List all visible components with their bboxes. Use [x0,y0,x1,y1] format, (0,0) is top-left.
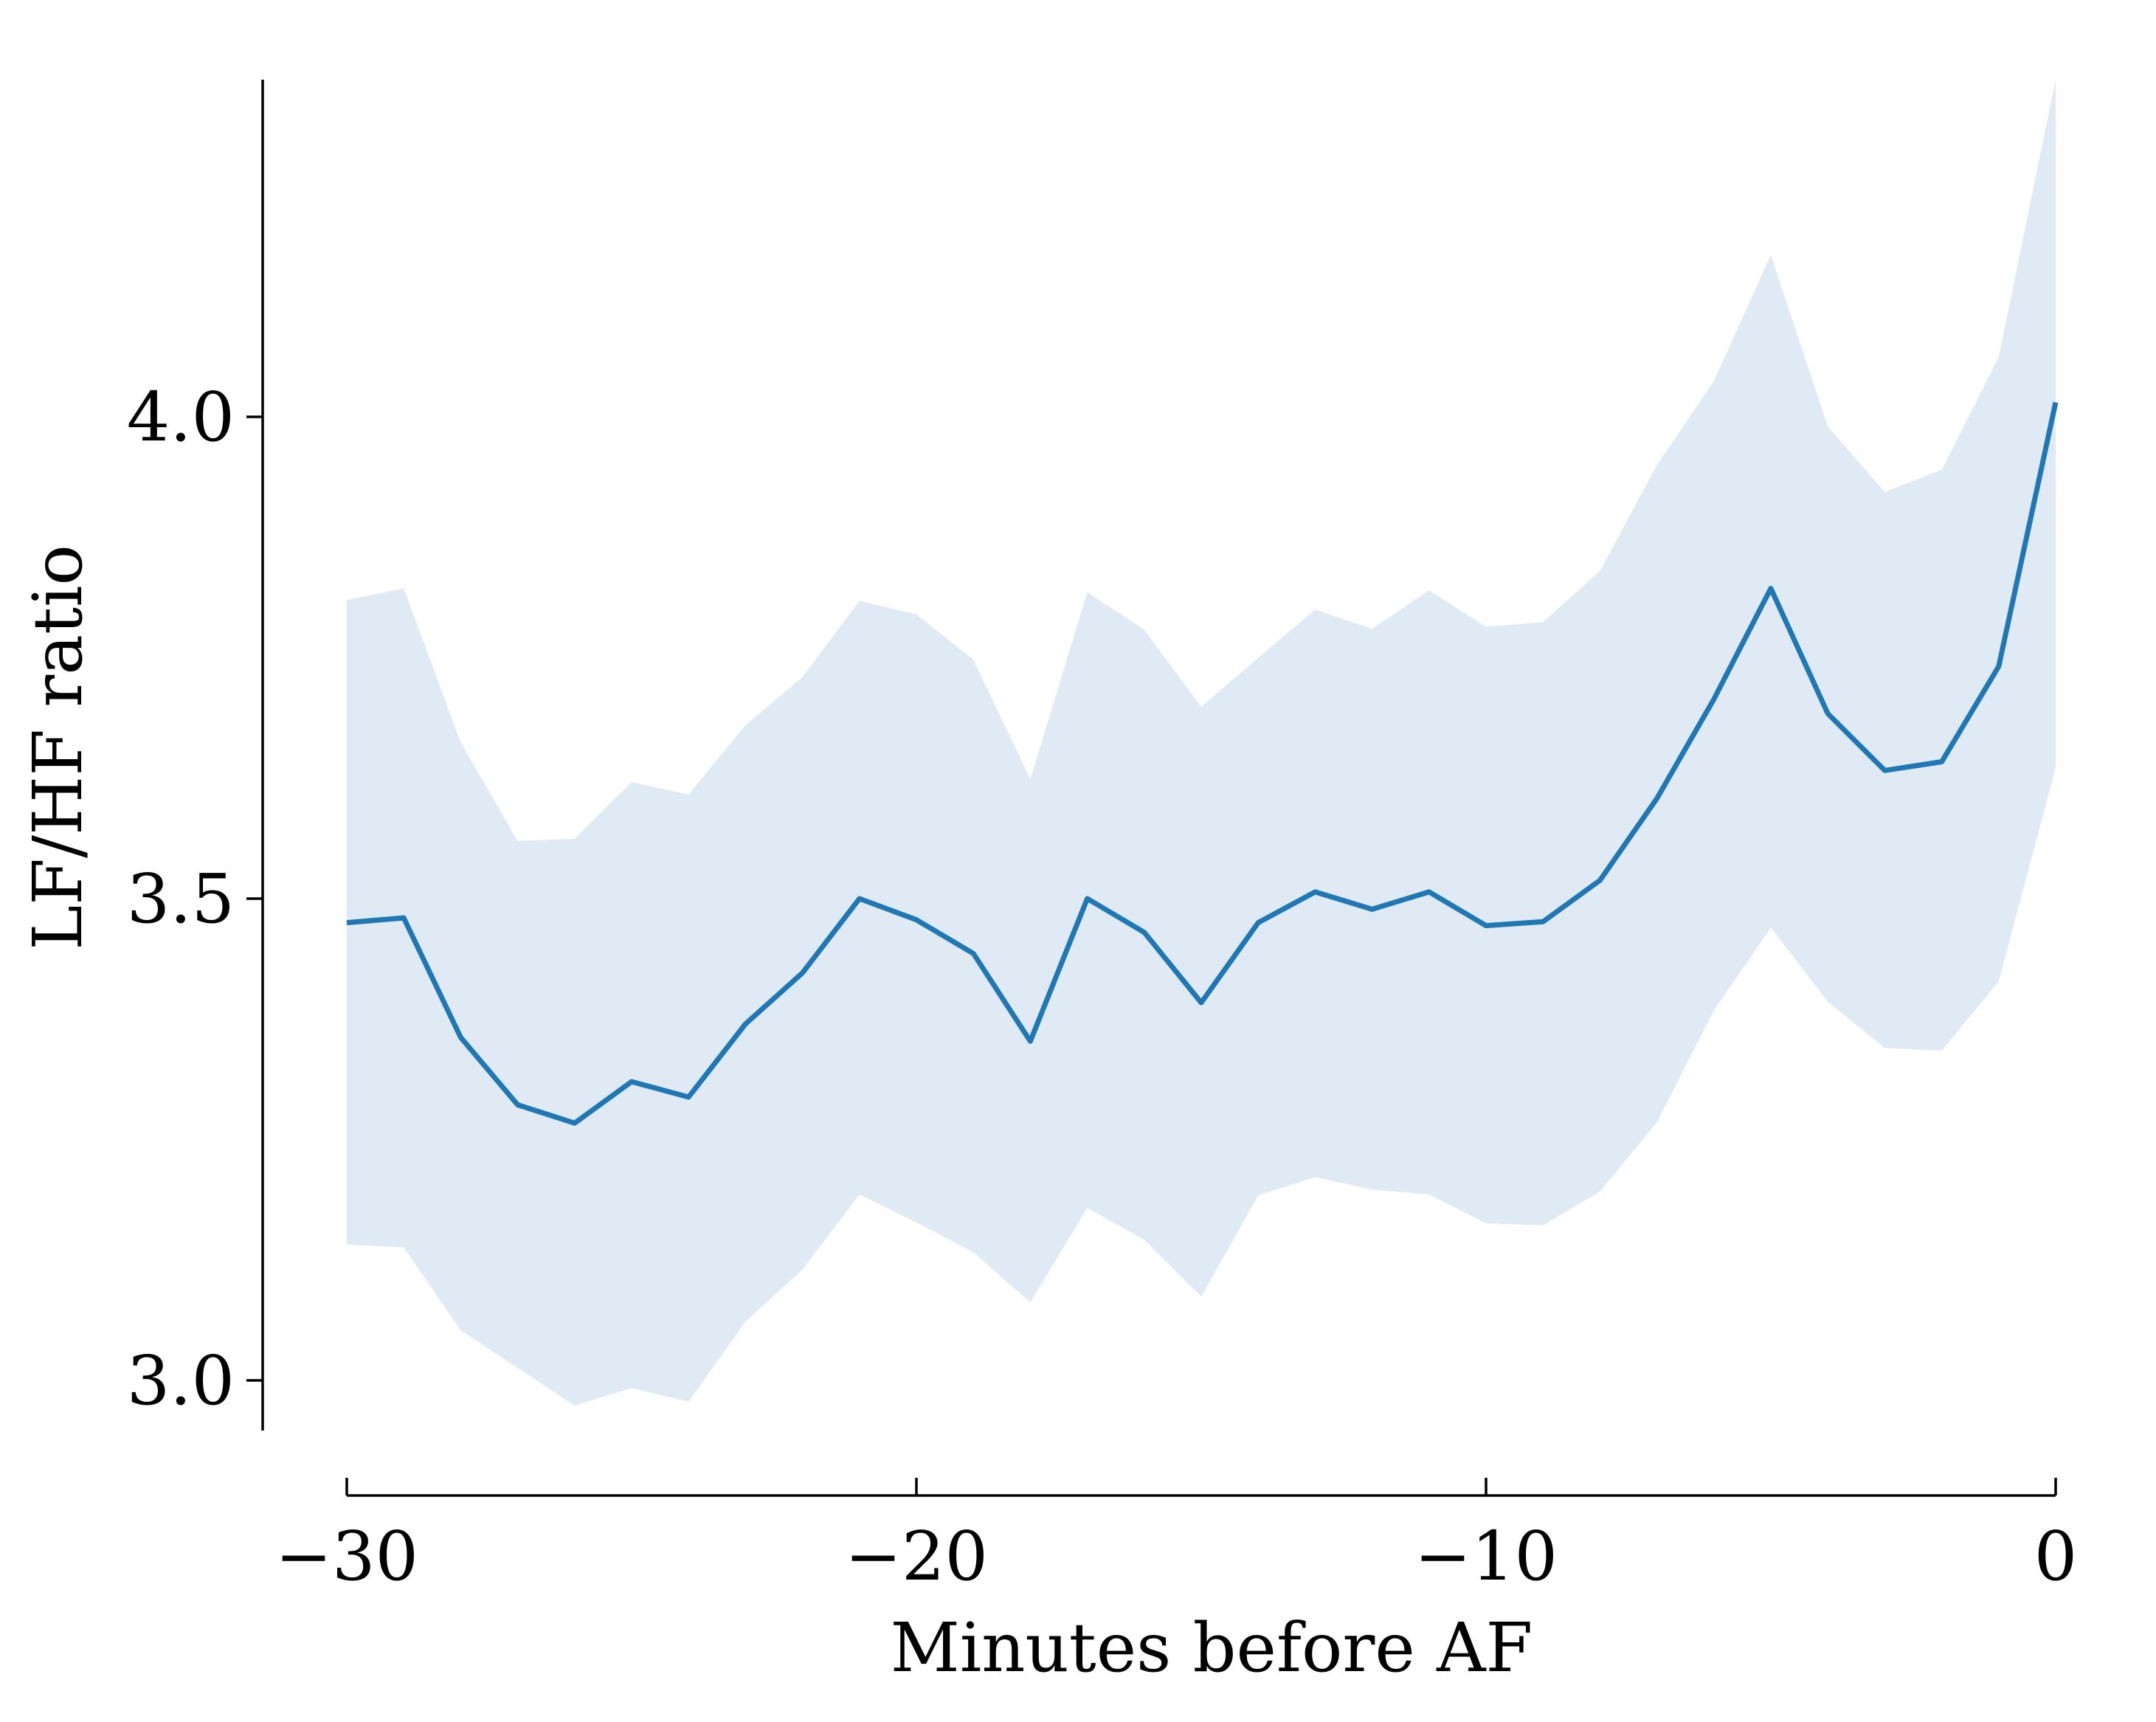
axes-layer: 3.0 3.5 4.0 −30 −20 −10 0 [127,80,2078,1596]
series-line-layer [346,401,2059,1126]
confidence-band [347,79,2056,1405]
y-axis-title: LF/HF ratio [18,544,97,950]
x-tick-label: −20 [845,1517,988,1596]
confidence-band-layer [347,79,2056,1405]
x-axis-title: Minutes before AF [891,1608,1533,1687]
x-tick-label: −10 [1414,1517,1558,1596]
x-tick-label: 0 [2034,1517,2078,1596]
series-line [346,401,2059,1126]
y-tick-label: 4.0 [127,378,235,457]
y-tick-label: 3.0 [127,1341,235,1420]
x-tick-label: −30 [275,1517,418,1596]
y-tick-label: 3.5 [127,860,235,938]
